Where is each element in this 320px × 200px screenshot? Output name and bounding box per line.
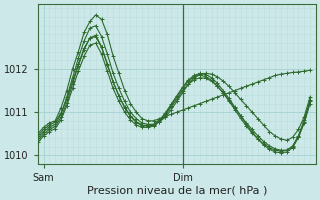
X-axis label: Pression niveau de la mer( hPa ): Pression niveau de la mer( hPa ) [87, 186, 267, 196]
